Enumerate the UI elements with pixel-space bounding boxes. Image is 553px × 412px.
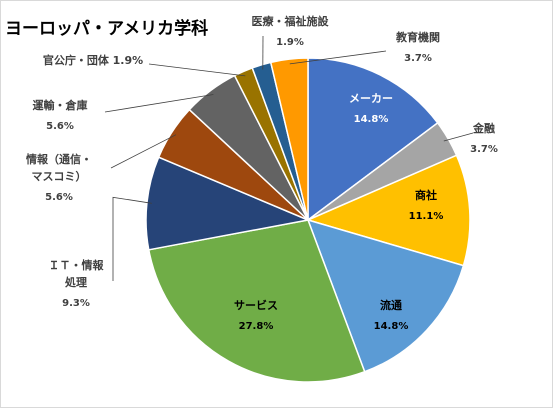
slice-label-text: 流通	[380, 298, 402, 312]
slice-label-text: サービス	[234, 298, 278, 312]
slice-label-text: 官公庁・団体 1.9%	[43, 53, 143, 67]
slice-label: 情報（通信・マスコミ） 5.6%	[26, 152, 92, 203]
slice-percent: 14.8%	[374, 321, 409, 332]
slice-label: 運輸・倉庫 5.6%	[33, 98, 88, 132]
slice-label-text: マスコミ）	[32, 170, 87, 183]
slice-label: 金融 3.7%	[470, 121, 498, 155]
slice-percent: 5.6%	[45, 192, 73, 203]
slice-percent: 9.3%	[62, 298, 90, 309]
slice-percent: 3.7%	[470, 144, 498, 155]
slice-label: 官公庁・団体 1.9%	[43, 53, 143, 67]
slice-percent: 14.8%	[354, 114, 389, 125]
slice-label-text: 運輸・倉庫	[33, 98, 88, 112]
slice-label: 教育機関 3.7%	[395, 30, 440, 64]
slice-label-text: 金融	[472, 121, 495, 135]
slice-label-text: 教育機関	[395, 30, 440, 44]
slice-label-text: 処理	[64, 275, 87, 289]
slice-percent: 3.7%	[404, 53, 432, 64]
slice-label-text: 情報（通信・	[26, 152, 92, 166]
slice-percent: 5.6%	[46, 121, 74, 132]
slice-percent: 11.1%	[409, 211, 444, 222]
leader-line	[444, 133, 473, 141]
slice-label-text: 商社	[415, 188, 437, 202]
leader-line	[149, 64, 245, 76]
chart-title: ヨーロッパ・アメリカ学科	[5, 18, 208, 39]
slice-percent: 27.8%	[239, 321, 274, 332]
slice-label-text: ＩＴ・情報	[49, 258, 105, 272]
slice-label-text: 医療・福祉施設	[252, 14, 330, 28]
slice-percent: 1.9%	[276, 37, 304, 48]
slice-label-text: メーカー	[349, 92, 393, 105]
